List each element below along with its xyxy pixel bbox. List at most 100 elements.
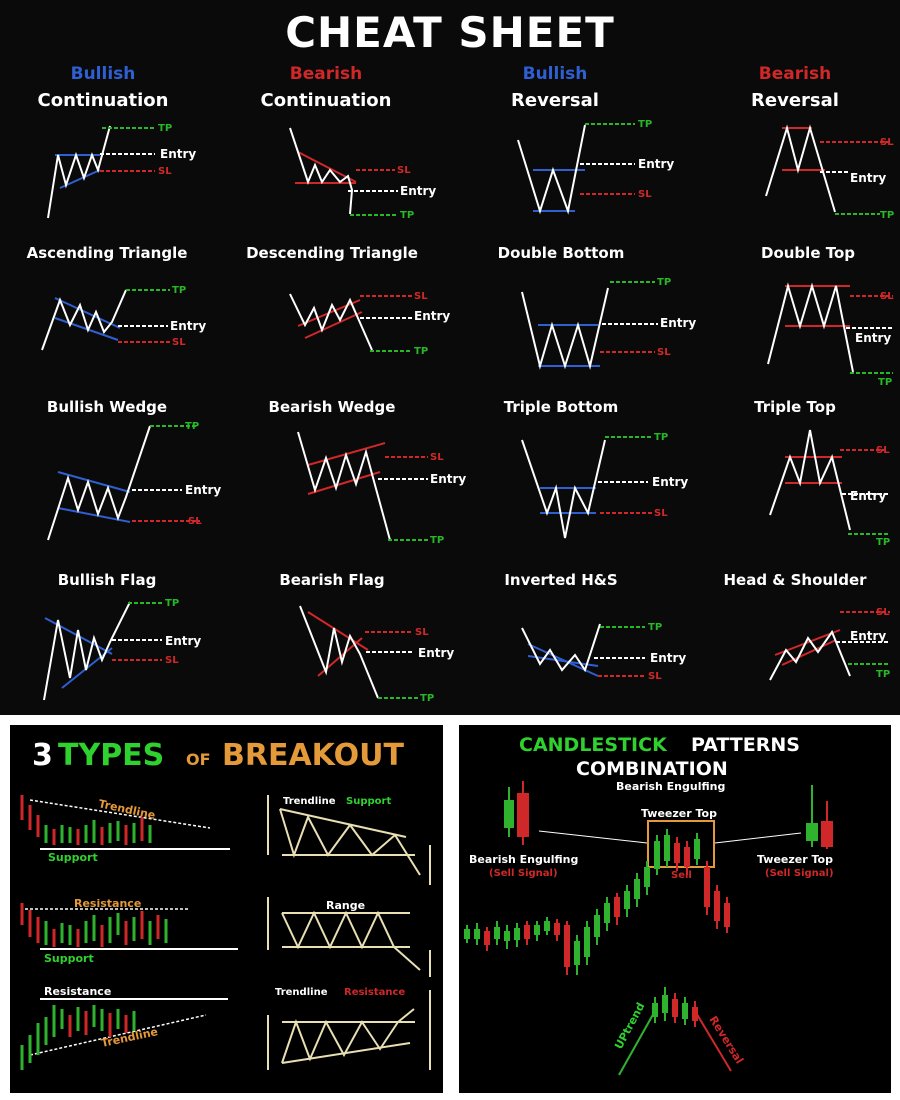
sl-label: SL xyxy=(430,452,444,463)
bearish-wedge-diagram-a xyxy=(289,293,412,352)
bearish-flag-diagram xyxy=(299,605,418,699)
sl-label: SL xyxy=(414,291,428,302)
tp-label: TP xyxy=(876,537,890,548)
sl-label: SL xyxy=(165,655,179,666)
category-type: Bearish xyxy=(289,64,363,84)
entry-label: Entry xyxy=(850,171,886,185)
sl-label: SL xyxy=(880,137,894,148)
entry-label: Entry xyxy=(660,316,696,330)
category-bullish-continuation: Bullish Continuation xyxy=(3,64,203,111)
bearish-engulfing-example xyxy=(504,781,529,845)
double-bottom-diagram xyxy=(517,123,635,215)
label-bullish-wedge: Bullish Wedge xyxy=(46,398,168,416)
descending-triangle-diagram xyxy=(289,127,398,216)
label-triple-top: Triple Top xyxy=(754,398,836,416)
triple-top-diagram-a xyxy=(767,282,893,374)
label-bearish-wedge: Bearish Wedge xyxy=(268,398,396,416)
patterns-diagram: TP Entry SL SL Entry TP TP Entry SL SL E… xyxy=(41,119,894,704)
entry-label: Entry xyxy=(185,483,221,497)
arrow-left xyxy=(538,830,648,844)
label-ascending-triangle: Ascending Triangle xyxy=(26,244,188,262)
inverted-hs-diagram xyxy=(521,623,645,677)
entry-label: Entry xyxy=(414,309,450,323)
triple-bottom-diagram-b xyxy=(521,436,652,539)
tp-label: TP xyxy=(420,693,434,704)
entry-label: Entry xyxy=(855,331,891,345)
candles-title-c: COMBINATION xyxy=(576,758,728,780)
tp-label: TP xyxy=(185,421,199,432)
category-bearish-reversal: Bearish Reversal xyxy=(695,64,895,111)
category-sub: Reversal xyxy=(511,90,599,111)
entry-label: Entry xyxy=(652,475,688,489)
arrow-right xyxy=(714,832,802,844)
category-sub: Continuation xyxy=(37,90,169,111)
category-type: Bearish xyxy=(758,64,832,84)
trendline-resistance-label-b: Resistance xyxy=(344,987,405,998)
sl-label: SL xyxy=(880,291,894,302)
sl-label: SL xyxy=(188,516,202,527)
sl-label: SL xyxy=(638,189,652,200)
category-type: Bullish xyxy=(522,64,588,84)
candles-title-b: PATTERNS xyxy=(691,734,800,756)
entry-label: Entry xyxy=(650,651,686,665)
ascending-triangle-diagram xyxy=(47,125,155,219)
entry-label: Entry xyxy=(165,634,201,648)
tp-label: TP xyxy=(165,598,179,609)
sl-label: SL xyxy=(397,165,411,176)
entry-label: Entry xyxy=(850,489,886,503)
label-double-bottom: Double Bottom xyxy=(497,244,625,262)
double-top-diagram xyxy=(765,124,890,215)
category-type: Bullish xyxy=(70,64,136,84)
tweezer-highlight-box xyxy=(647,820,715,868)
sl-label: SL xyxy=(648,671,662,682)
sl-label: SL xyxy=(657,347,671,358)
tp-label: TP xyxy=(400,210,414,221)
trendline-label: Trendline xyxy=(97,797,156,822)
entry-label: Entry xyxy=(638,157,674,171)
triple-bottom-diagram-a xyxy=(521,281,658,370)
triple-top-diagram-b xyxy=(769,429,890,535)
tp-label: TP xyxy=(172,285,186,296)
breakout-candles-3: Resistance Trendline xyxy=(20,985,228,1070)
cheat-sheet-panel: CHEAT SHEET Bullish Continuation Bearish… xyxy=(0,0,900,715)
tp-label: TP xyxy=(414,346,428,357)
candle-series xyxy=(464,829,730,975)
tp-label: TP xyxy=(878,377,892,388)
breakout-candles-2: Resistance Support xyxy=(20,897,238,965)
label-bullish-flag: Bullish Flag xyxy=(57,571,157,589)
right-pattern-name: Tweezer Top xyxy=(757,853,833,866)
category-bearish-continuation: Bearish Continuation xyxy=(226,64,426,111)
range-schematic xyxy=(267,897,431,977)
category-sub: Reversal xyxy=(751,90,839,111)
sl-label: SL xyxy=(415,627,429,638)
page-title: CHEAT SHEET xyxy=(285,8,615,57)
entry-label: Entry xyxy=(430,472,466,486)
trendline-support-label-a: Trendline xyxy=(283,796,336,807)
label-triple-bottom: Triple Bottom xyxy=(503,398,619,416)
label-bearish-flag: Bearish Flag xyxy=(279,571,385,589)
tp-label: TP xyxy=(430,535,444,546)
candles-title-a: CANDLESTICK xyxy=(519,734,668,756)
entry-label: Entry xyxy=(170,319,206,333)
candles-subtitle: Bearish Engulfing xyxy=(616,780,725,793)
label-inverted-hs: Inverted H&S xyxy=(504,571,618,589)
entry-label: Entry xyxy=(400,184,436,198)
right-pattern-signal: (Sell Signal) xyxy=(765,868,834,879)
sl-label: SL xyxy=(158,166,172,177)
sl-label: SL xyxy=(654,508,668,519)
breakout-title-num: 3 xyxy=(32,738,53,773)
tweezer-top-label: Tweezer Top xyxy=(641,807,717,820)
breakout-title-types: TYPES xyxy=(58,738,164,773)
breakout-title-of: OF xyxy=(186,750,211,769)
breakout-panel: 3 TYPES OF BREAKOUT xyxy=(10,725,443,1093)
candlestick-diagram: CANDLESTICK PATTERNS COMBINATION Bearish… xyxy=(464,734,834,1076)
bullish-flag-diagram xyxy=(43,601,162,701)
label-double-top: Double Top xyxy=(761,244,855,262)
left-pattern-name: Bearish Engulfing xyxy=(469,853,578,866)
bearish-wedge-diagram-b xyxy=(297,431,428,541)
range-label: Range xyxy=(326,899,365,912)
entry-label: Entry xyxy=(850,629,886,643)
reversal-series xyxy=(652,987,698,1027)
tp-label: TP xyxy=(158,123,172,134)
entry-label: Entry xyxy=(418,646,454,660)
